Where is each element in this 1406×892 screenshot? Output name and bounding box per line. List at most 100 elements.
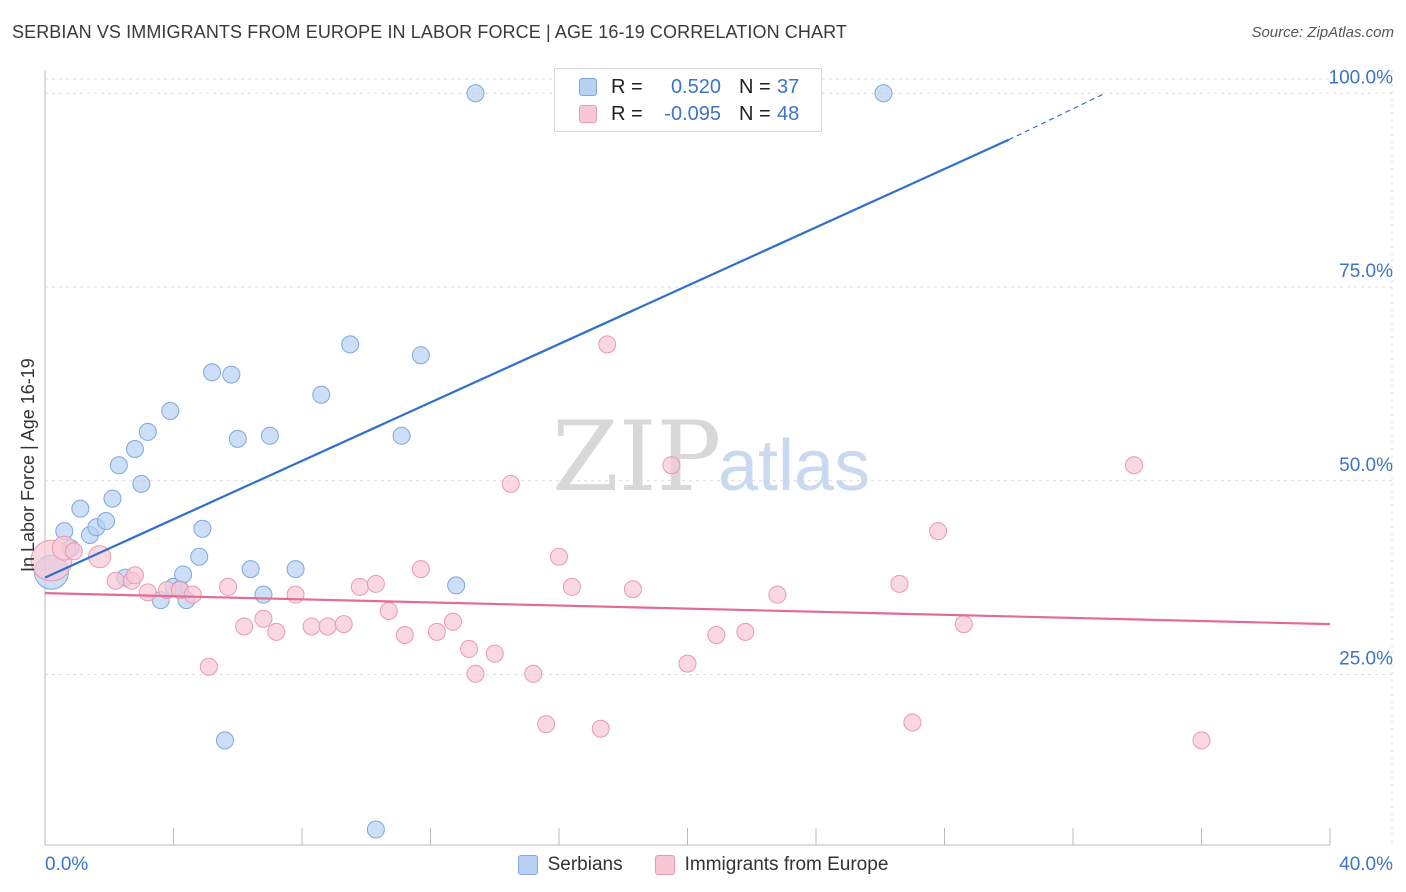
legend-label-serbians: Serbians (547, 854, 623, 875)
legend-row-serbians: R = 0.520 N = 37 (579, 74, 799, 100)
serbian-point (286, 560, 305, 579)
series-legend: Serbians Immigrants from Europe (0, 852, 1406, 878)
serbian-point (103, 489, 122, 508)
serbian-point (161, 402, 180, 420)
immigrant-point (485, 644, 504, 663)
immigrant-point (350, 577, 369, 596)
immigrant-point (460, 639, 479, 658)
immigrant-point (736, 622, 755, 641)
serbian-point (260, 426, 279, 445)
immigrant-point (64, 542, 83, 561)
serbian-point (254, 585, 273, 604)
correlation-legend: R = 0.520 N = 37 R = -0.095 N = 48 (554, 68, 822, 132)
immigrant-point (768, 585, 787, 604)
immigrant-point (707, 625, 726, 644)
immigrant-point (106, 571, 125, 590)
immigrant-point (501, 474, 520, 493)
immigrant-point (623, 580, 642, 599)
immigrant-point (302, 617, 321, 636)
immigrant-point (235, 617, 254, 636)
grid-layer (45, 70, 1393, 845)
serbian-point (241, 560, 260, 579)
legend-item-immigrants[interactable]: Immigrants from Europe (654, 854, 889, 876)
legend-label-immigrants: Immigrants from Europe (684, 854, 889, 875)
legend-n-value-immigrants: 48 (777, 102, 800, 125)
serbian-point (190, 547, 209, 566)
immigrant-point (286, 585, 305, 604)
immigrant-point (334, 615, 353, 634)
serbian-point (125, 439, 144, 458)
serbian-point (71, 499, 90, 518)
legend-n-value-serbians: 37 (777, 75, 800, 98)
immigrant-point (183, 585, 202, 604)
legend-n-label: N = (739, 75, 771, 98)
source-label: Source: ZipAtlas.com (1251, 24, 1394, 41)
immigrant-point (427, 622, 446, 641)
y-tick-label: 50.0% (1339, 455, 1393, 476)
serbian-point (466, 84, 485, 103)
tick-layer: 25.0% 50.0% 75.0% 100.0% 0.0% 40.0% (45, 67, 1393, 875)
legend-swatch-immigrants (579, 105, 597, 123)
x-tick-label: 40.0% (1339, 854, 1393, 875)
immigrant-point (903, 713, 922, 732)
immigrant-point (929, 522, 948, 541)
immigrant-point (138, 583, 157, 602)
serbian-point (392, 426, 411, 445)
immigrant-point (598, 335, 617, 354)
immigrant-point (524, 664, 543, 683)
immigrant-point (1125, 456, 1144, 475)
watermark-zip: ZIP (552, 401, 721, 513)
trend-layer (44, 92, 1331, 626)
y-tick-label: 75.0% (1339, 261, 1393, 282)
serbian-point (109, 456, 128, 475)
axes-layer (44, 70, 1331, 846)
watermark-atlas: atlas (718, 426, 870, 506)
serbian-point (203, 363, 222, 382)
immigrant-point (395, 625, 414, 644)
immigrant-point (550, 547, 568, 566)
immigrant-point (1192, 731, 1211, 750)
immigrant-point (591, 719, 610, 738)
y-axis-label: In Labor Force | Age 16-19 (18, 358, 38, 572)
serbian-point (341, 335, 360, 354)
legend-item-serbians[interactable]: Serbians (517, 854, 623, 876)
chart-title: SERBIAN VS IMMIGRANTS FROM EUROPE IN LAB… (12, 22, 847, 42)
serbians-trendline (44, 138, 1010, 579)
immigrant-point (199, 657, 218, 676)
immigrant-point (662, 456, 681, 475)
immigrant-point (254, 609, 273, 628)
y-tick-label: 100.0% (1329, 67, 1394, 88)
immigrant-point (411, 560, 430, 579)
serbian-point (228, 429, 247, 448)
immigrant-point (890, 574, 909, 593)
watermark: ZIP atlas (552, 401, 870, 513)
serbian-point (447, 576, 466, 595)
immigrant-point (954, 615, 973, 634)
immigrant-point (678, 654, 697, 673)
serbian-point (874, 84, 893, 103)
serbian-point (411, 346, 430, 365)
y-tick-label: 25.0% (1339, 649, 1393, 670)
serbian-point (97, 512, 116, 531)
immigrants-trendline (44, 592, 1331, 626)
legend-r-label: R = (611, 102, 643, 125)
serbian-point (138, 422, 157, 441)
immigrant-point (318, 617, 337, 636)
serbian-point (222, 365, 241, 384)
immigrant-point (125, 566, 144, 585)
immigrant-point (562, 577, 581, 596)
serbian-point (366, 820, 385, 839)
immigrant-point (466, 664, 485, 683)
immigrant-point (366, 574, 385, 593)
x-tick-label: 0.0% (45, 854, 88, 875)
legend-r-label: R = (611, 75, 643, 98)
immigrant-point (219, 577, 238, 596)
immigrant-point (443, 612, 462, 631)
serbians-trendline-extension (1008, 92, 1106, 141)
serbian-point (132, 474, 151, 493)
immigrant-point (537, 715, 556, 734)
legend-swatch-serbians (517, 855, 538, 875)
legend-r-value-serbians: 0.520 (670, 75, 721, 98)
legend-swatch-immigrants (654, 855, 675, 875)
